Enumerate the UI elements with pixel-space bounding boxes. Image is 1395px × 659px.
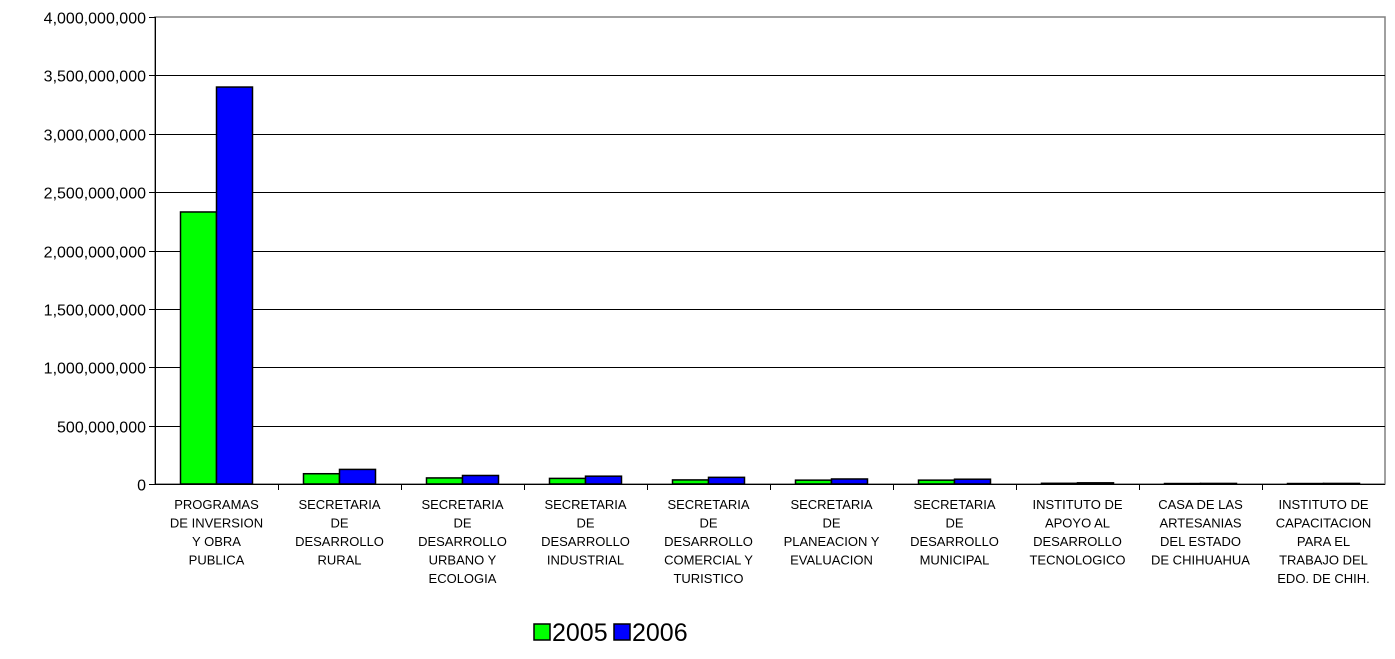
bar-2006 [338,468,377,485]
x-category-label: CAPACITACION [1276,516,1372,531]
x-category-label: Y OBRA [192,534,241,549]
x-category-label: DE CHIHUAHUA [1151,553,1250,568]
x-category-label: DEL ESTADO [1160,534,1241,549]
x-category-label: EDO. DE CHIH. [1277,571,1369,586]
x-category-label: DE [822,516,840,531]
bar-2005 [794,479,833,485]
x-category-label: DESARROLLO [295,534,384,549]
x-category-label: DESARROLLO [541,534,630,549]
x-category-label: DE [330,516,348,531]
x-category-label: TRABAJO DEL [1279,553,1368,568]
x-category-label: SECRETARIA [421,497,503,512]
x-category-label: INDUSTRIAL [547,553,624,568]
legend-swatch-2006 [613,623,631,641]
x-category-label: COMERCIAL Y [664,553,753,568]
x-category-label: DE INVERSION [170,516,263,531]
bar-2006 [707,476,746,485]
x-category-label: ECOLOGIA [429,571,497,586]
bar-2006 [584,475,623,485]
y-tick-label: 2,000,000,000 [44,245,146,262]
bar-2006 [953,478,992,485]
legend-label-2005: 2005 [552,619,608,647]
legend-label-2006: 2006 [632,619,688,647]
y-tick-label: 0 [137,478,146,495]
bar-2006 [1076,482,1115,485]
x-category-label: RURAL [317,553,361,568]
x-category-label: DESARROLLO [418,534,507,549]
bar-2006 [1199,482,1238,485]
x-category-label: PLANEACION Y [784,534,880,549]
x-category-label: SECRETARIA [298,497,380,512]
bar-2006 [461,474,500,485]
y-tick-label: 2,500,000,000 [44,186,146,203]
bar-2005 [179,211,218,485]
y-tick-label: 4,000,000,000 [44,11,146,28]
bar-2006 [1322,482,1361,485]
bar-2005 [1286,482,1325,485]
axes [149,17,1385,490]
x-category-label: PUBLICA [189,553,245,568]
bar-2005 [302,472,341,485]
plot-area-border [154,16,1386,485]
x-category-label: EVALUACION [790,553,873,568]
bar-2005 [1040,482,1079,485]
y-tick-label: 3,500,000,000 [44,69,146,86]
x-category-label: PROGRAMAS [174,497,259,512]
x-category-label: TURISTICO [673,571,743,586]
y-tick-label: 1,500,000,000 [44,303,146,320]
x-category-label: SECRETARIA [790,497,872,512]
x-category-label: DE [699,516,717,531]
bar-2006 [830,478,869,485]
x-category-label: ARTESANIAS [1159,516,1241,531]
y-tick-label: 1,000,000,000 [44,361,146,378]
legend: 2005 2006 [533,619,688,647]
x-category-label: DESARROLLO [1033,534,1122,549]
bar-2005 [671,479,710,485]
x-category-label: PARA EL [1297,534,1350,549]
bar-2005 [548,477,587,485]
legend-swatch-2005 [533,623,551,641]
x-category-label: SECRETARIA [667,497,749,512]
x-category-label: SECRETARIA [544,497,626,512]
x-axis-category-labels: PROGRAMAS DE INVERSION Y OBRA PUBLICA SECRET… [170,497,1371,586]
y-tick-label: 3,000,000,000 [44,128,146,145]
x-category-label: URBANO Y [429,553,497,568]
x-category-label: DE [453,516,471,531]
bars [179,86,1361,485]
y-tick-label: 500,000,000 [57,420,146,437]
x-category-label: DESARROLLO [910,534,999,549]
x-category-label: INSTITUTO DE [1278,497,1368,512]
x-category-label: DE [576,516,594,531]
x-category-label: APOYO AL [1045,516,1110,531]
x-category-label: TECNOLOGICO [1029,553,1125,568]
bar-2005 [917,479,956,485]
bar-2006 [215,86,254,485]
x-category-label: INSTITUTO DE [1032,497,1122,512]
bar-2005 [425,477,464,485]
x-category-label: SECRETARIA [913,497,995,512]
x-category-label: DESARROLLO [664,534,753,549]
y-axis-tick-labels: 0 500,000,000 1,000,000,000 1,500,000,000 2,… [44,11,146,495]
x-category-label: CASA DE LAS [1158,497,1243,512]
bar-2005 [1163,482,1202,485]
grid-lines [154,16,1386,485]
x-category-label: MUNICIPAL [920,553,990,568]
x-category-label: DE [945,516,963,531]
